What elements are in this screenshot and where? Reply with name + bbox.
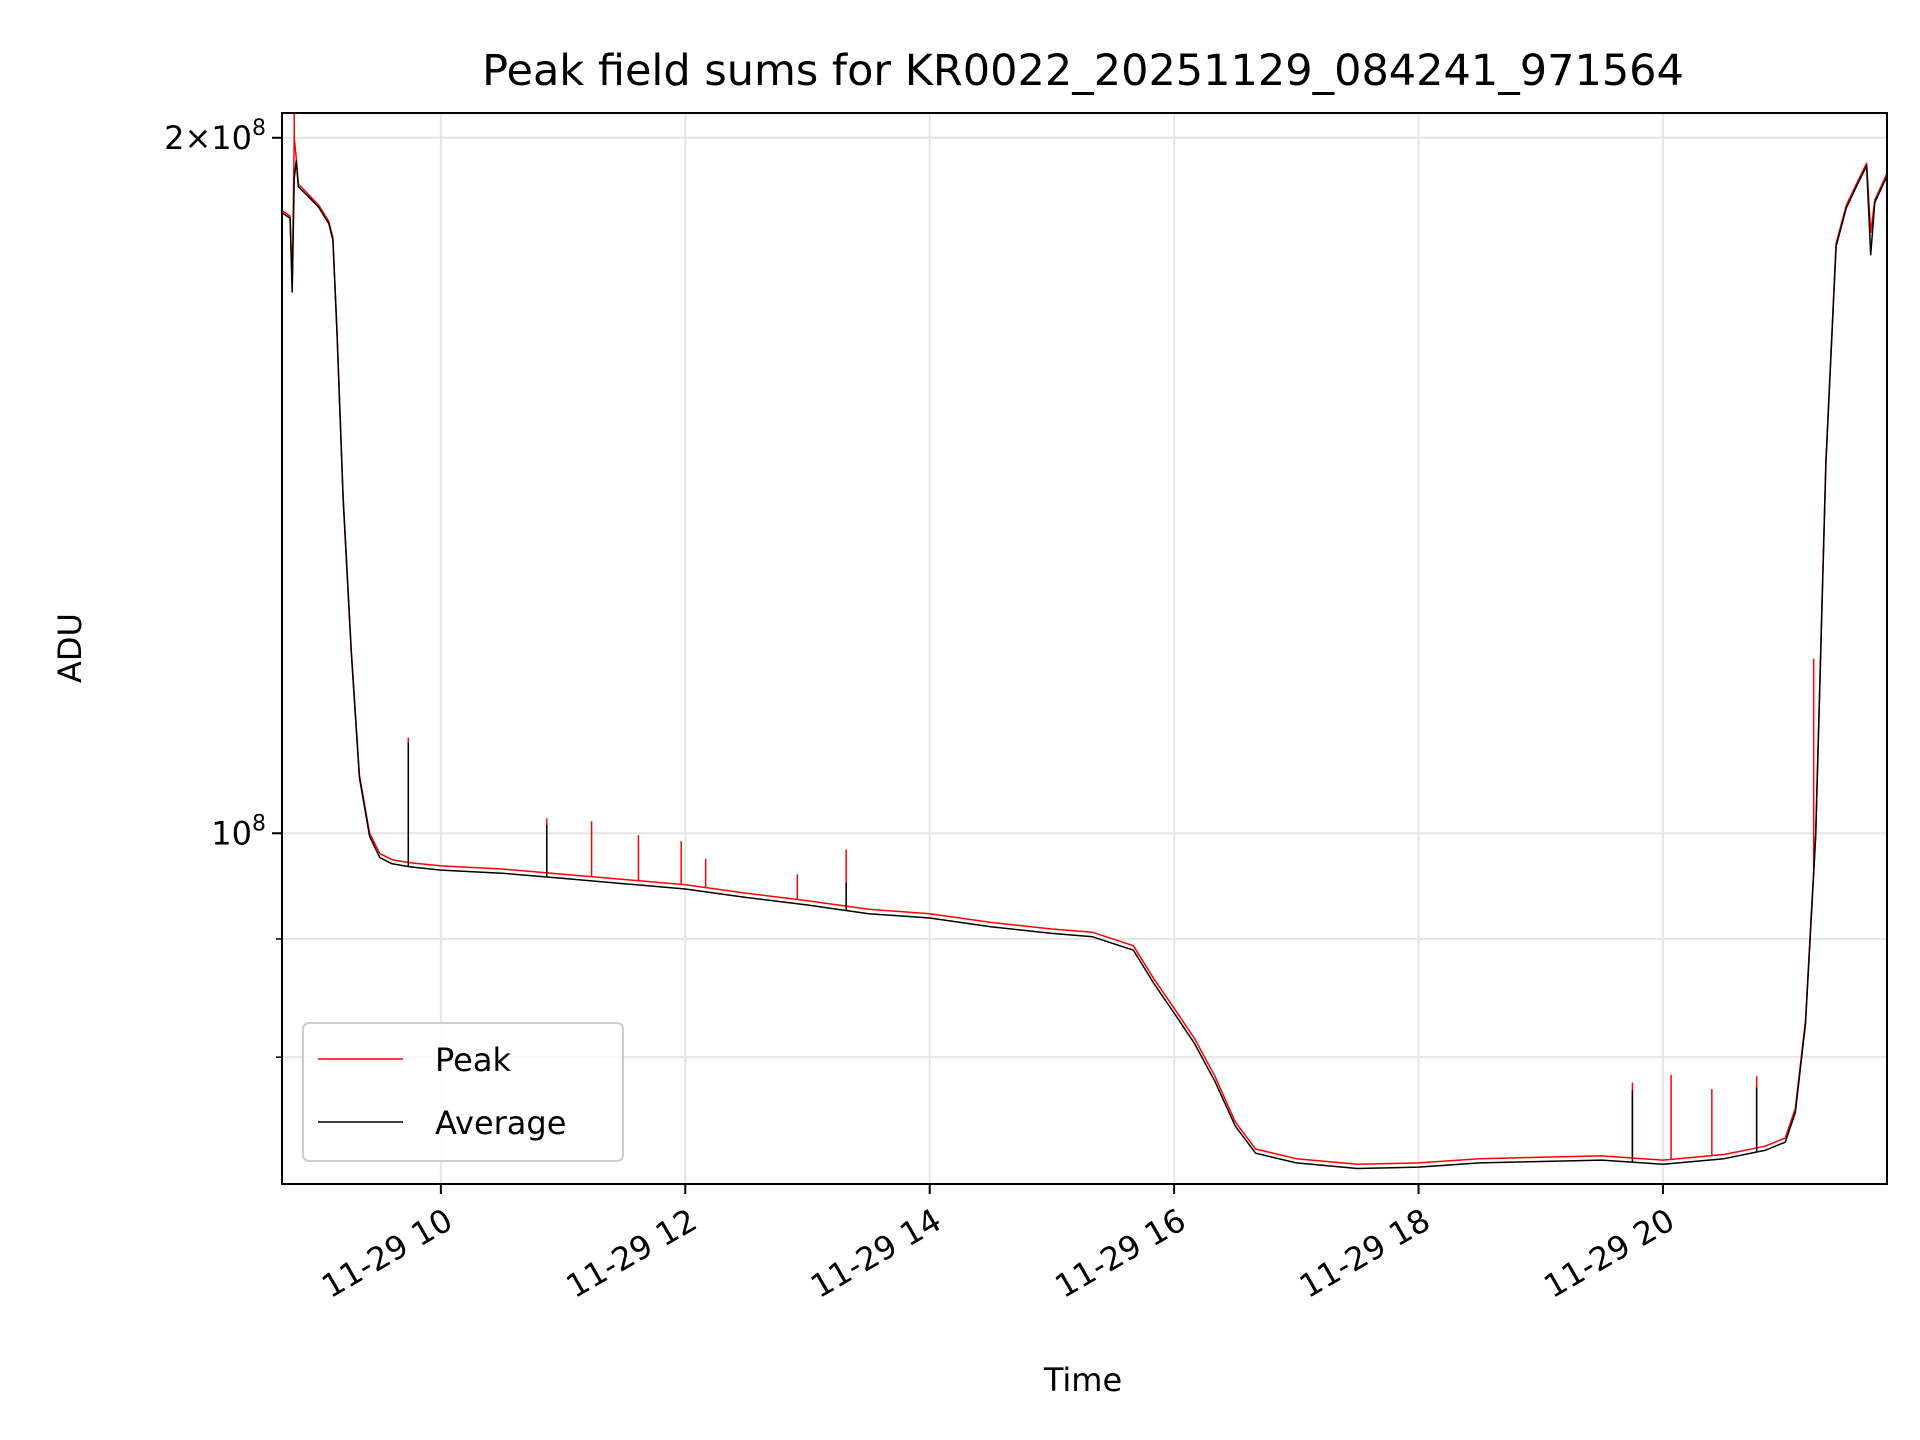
y-tick-times: × [184, 119, 211, 157]
y-tick-label: 2×108 [164, 116, 266, 157]
y-tick-base: 10 [211, 119, 252, 157]
legend-box [302, 1022, 624, 1162]
legend-label-average: Average [435, 1104, 566, 1142]
plot-series [281, 113, 1888, 1170]
y-tick-exponent: 8 [252, 116, 266, 141]
y-tick-label: 108 [211, 811, 266, 852]
chart-title: Peak field sums for KR0022_20251129_0842… [482, 46, 1684, 96]
legend-label-peak: Peak [435, 1041, 511, 1079]
plot-frame [281, 112, 1888, 1185]
y-tick-exponent: 8 [252, 811, 266, 836]
series-line-average [281, 159, 1888, 1170]
y-tick-mantissa: 2 [164, 119, 184, 157]
y-tick-base: 10 [211, 814, 252, 852]
y-axis-label: ADU [51, 613, 89, 683]
legend: Peak Average [302, 1022, 624, 1162]
grid [282, 113, 1887, 1184]
x-axis-label: Time [1043, 1361, 1122, 1399]
